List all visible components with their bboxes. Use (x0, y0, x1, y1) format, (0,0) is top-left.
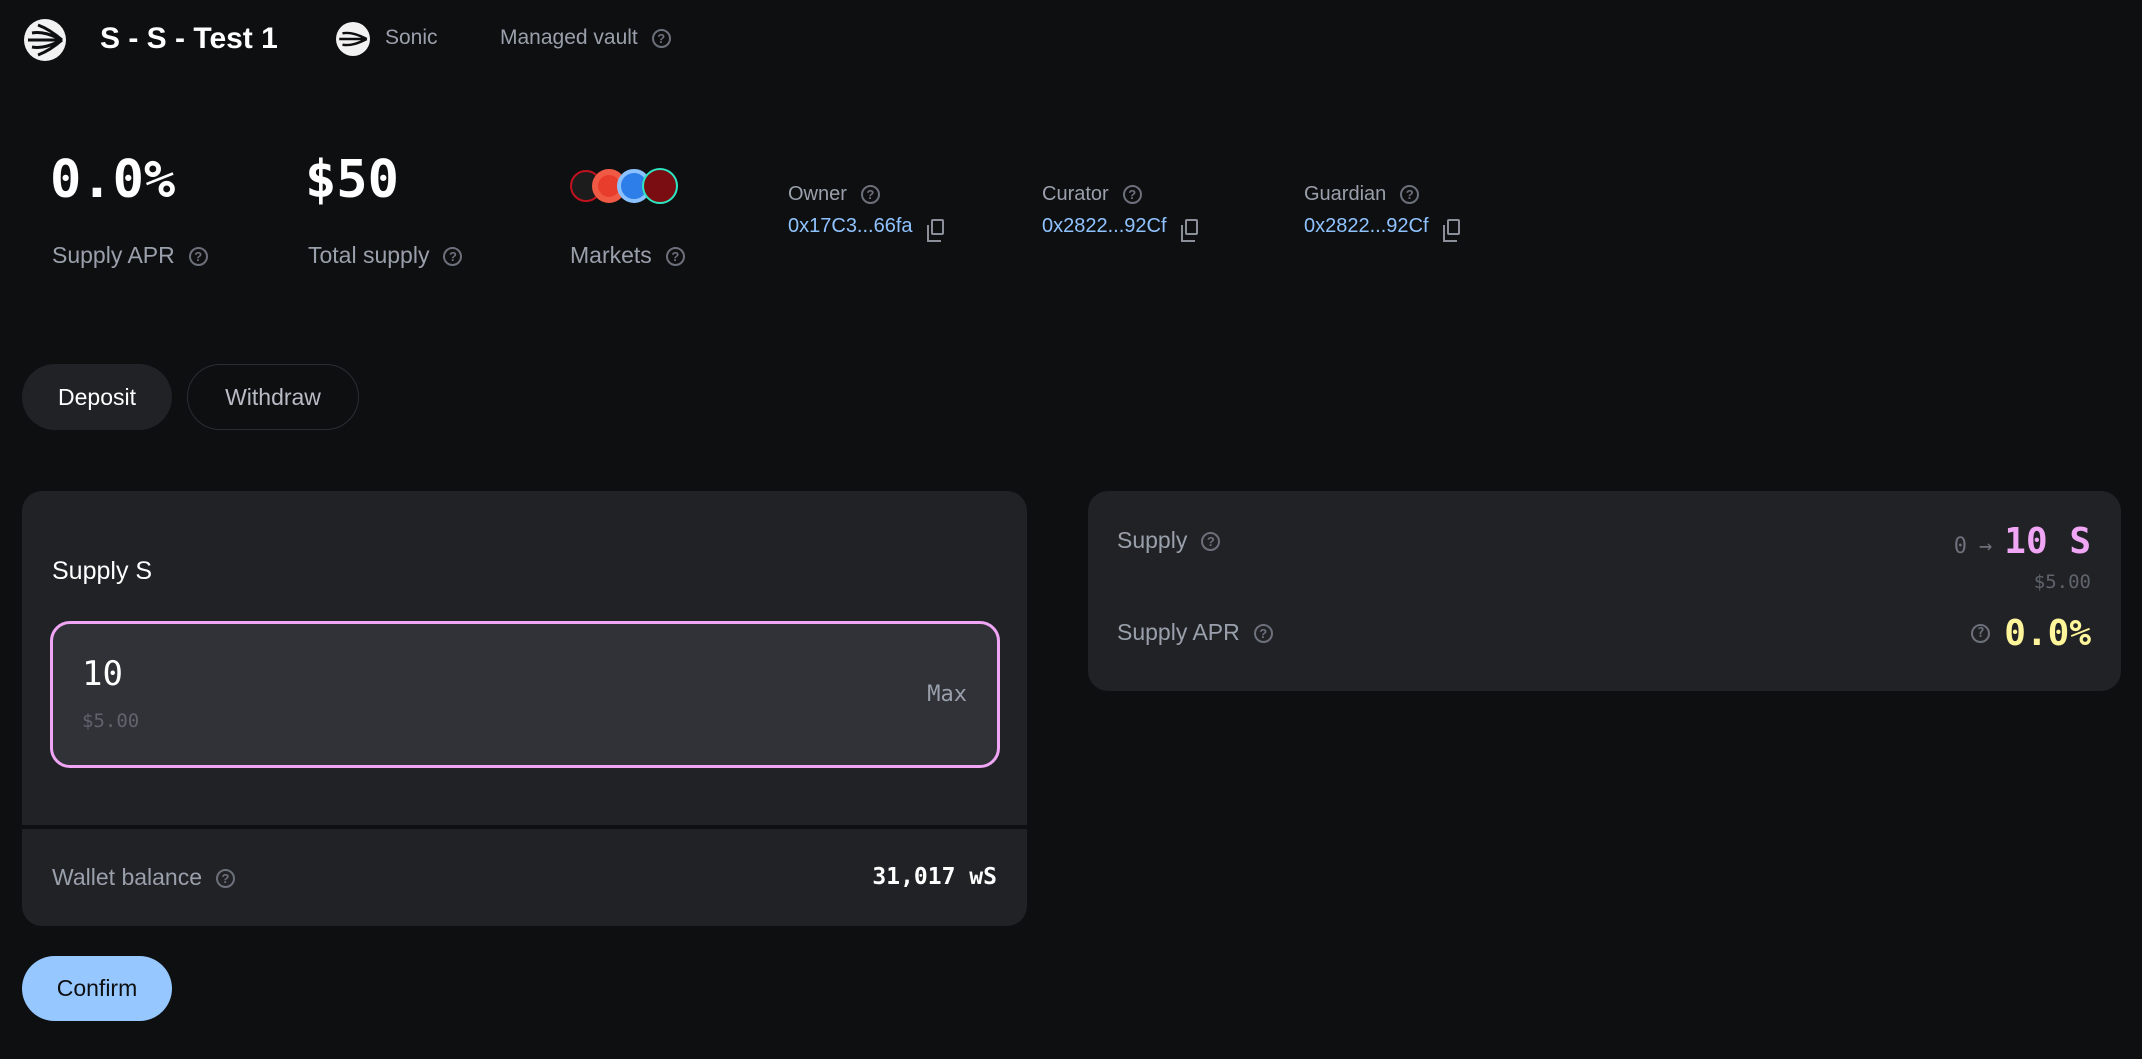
help-icon[interactable]: ? (860, 185, 880, 205)
guardian-label-text: Guardian (1304, 183, 1387, 205)
total-supply-value: $50 (305, 150, 399, 210)
amount-input[interactable]: 10 $5.00 Max (50, 621, 1000, 768)
market-icons[interactable] (570, 168, 680, 204)
guardian-label: Guardian? (1304, 183, 1420, 206)
max-button[interactable]: Max (927, 682, 967, 707)
vault-logo-icon (24, 19, 66, 61)
summary-apr-value: 0.0% (2004, 613, 2091, 654)
wallet-balance-label-text: Wallet balance (52, 864, 203, 890)
copy-icon[interactable] (1442, 218, 1460, 242)
help-icon[interactable]: ? (1253, 624, 1273, 644)
owner-address-link[interactable]: 0x17C3...66fa (788, 215, 913, 237)
summary-card: Supply? 0 → 10 S $5.00 Supply APR? ? 0.0… (1088, 491, 2121, 691)
supply-to: 10 S (2004, 521, 2091, 562)
help-icon[interactable]: ? (1971, 624, 1991, 643)
guardian-address: 0x2822...92Cf (1304, 215, 1460, 242)
supply-apr-value: 0.0% (50, 150, 176, 210)
help-icon[interactable]: ? (188, 247, 208, 267)
vault-type-label: Managed vault (500, 26, 638, 49)
summary-supply-label-text: Supply (1117, 527, 1188, 553)
tab-deposit[interactable]: Deposit (22, 364, 172, 430)
help-icon[interactable]: ? (665, 247, 685, 267)
supply-apr-label-text: Supply APR (52, 242, 175, 268)
owner-label-text: Owner (788, 183, 847, 205)
help-icon[interactable]: ? (1201, 532, 1221, 552)
summary-apr-label-text: Supply APR (1117, 619, 1240, 645)
amount-value[interactable]: 10 (82, 654, 123, 694)
summary-apr-label: Supply APR? (1117, 619, 1273, 646)
help-icon[interactable]: ? (1122, 185, 1142, 205)
help-icon[interactable]: ? (651, 28, 671, 48)
deposit-card: Supply S 10 $5.00 Max Wallet balance? 31… (22, 491, 1027, 926)
network-name: Sonic (385, 26, 438, 49)
owner-address: 0x17C3...66fa (788, 215, 944, 242)
divider (22, 825, 1027, 829)
help-icon[interactable]: ? (1400, 185, 1420, 205)
help-icon[interactable]: ? (443, 247, 463, 267)
supply-apr-label: Supply APR? (52, 242, 208, 269)
form-title: Supply S (52, 557, 153, 585)
supply-usd: $5.00 (2033, 571, 2091, 593)
markets-label-text: Markets (570, 242, 652, 268)
help-icon[interactable]: ? (216, 869, 236, 889)
sonic-logo-icon (336, 22, 370, 56)
curator-label: Curator? (1042, 183, 1142, 206)
arrow-right-icon: → (1979, 534, 1993, 559)
curator-address: 0x2822...92Cf (1042, 215, 1198, 242)
markets-label: Markets? (570, 242, 685, 269)
supply-from: 0 (1953, 534, 1968, 559)
guardian-address-link[interactable]: 0x2822...92Cf (1304, 215, 1429, 237)
vault-title: S - S - Test 1 (100, 22, 278, 55)
confirm-button[interactable]: Confirm (22, 956, 172, 1021)
wallet-balance-value: 31,017 wS (872, 864, 997, 890)
curator-label-text: Curator (1042, 183, 1109, 205)
copy-icon[interactable] (926, 218, 944, 242)
apr-change: ? 0.0% (1971, 613, 2091, 654)
total-supply-label-text: Total supply (308, 242, 430, 268)
copy-icon[interactable] (1180, 218, 1198, 242)
summary-supply-label: Supply? (1117, 527, 1221, 554)
wallet-balance-label: Wallet balance? (52, 864, 236, 891)
amount-usd: $5.00 (82, 710, 140, 732)
supply-change: 0 → 10 S (1954, 521, 2091, 562)
sonic-market-icon (642, 168, 678, 204)
curator-address-link[interactable]: 0x2822...92Cf (1042, 215, 1167, 237)
owner-label: Owner? (788, 183, 880, 206)
vault-type: Managed vault? (500, 26, 671, 50)
total-supply-label: Total supply? (308, 242, 463, 269)
tab-withdraw[interactable]: Withdraw (187, 364, 359, 430)
